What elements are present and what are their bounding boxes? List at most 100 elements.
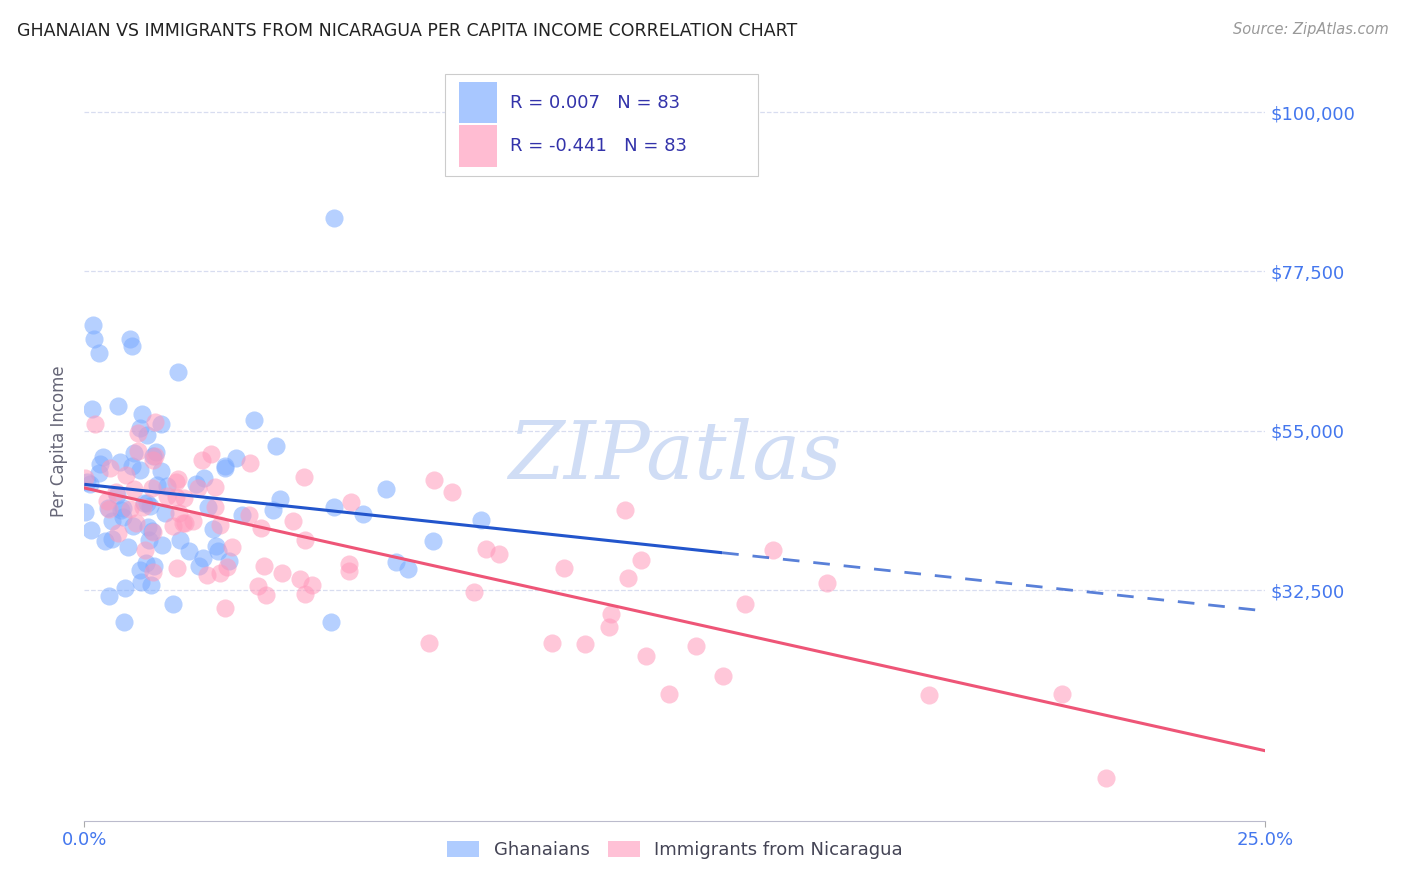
Point (142, 453, 165, 467)
Point (470, 513, 492, 527)
Point (82, 401, 104, 416)
Point (143, 450, 166, 464)
Point (294, 587, 316, 601)
Point (322, 500, 344, 514)
Point (155, 489, 177, 503)
Point (207, 544, 229, 558)
Point (574, 637, 596, 651)
Point (658, 687, 681, 701)
Point (129, 563, 152, 577)
Point (110, 502, 132, 516)
Point (111, 510, 134, 524)
Point (121, 339, 143, 353)
Point (204, 500, 226, 515)
Point (385, 555, 408, 569)
Point (208, 518, 231, 533)
Point (239, 457, 262, 471)
Point (118, 501, 141, 516)
Point (150, 464, 173, 478)
Point (269, 491, 291, 506)
Point (139, 499, 162, 513)
Point (1050, 687, 1073, 701)
Point (630, 553, 652, 567)
Point (98, 590, 121, 604)
Point (141, 524, 163, 539)
Point (105, 488, 128, 502)
Point (190, 452, 212, 467)
Point (283, 514, 305, 528)
Point (143, 559, 166, 574)
Point (254, 588, 277, 602)
Point (145, 477, 167, 491)
Point (143, 415, 166, 429)
Point (214, 601, 236, 615)
Point (142, 524, 165, 539)
Point (238, 508, 260, 522)
Point (208, 566, 231, 580)
Bar (458, 82, 496, 123)
Point (711, 669, 734, 683)
Point (540, 636, 562, 650)
Point (204, 480, 226, 494)
Point (150, 538, 173, 552)
Point (242, 413, 264, 427)
Point (352, 507, 374, 521)
Point (201, 522, 224, 536)
Point (73, 506, 96, 520)
Point (191, 551, 214, 566)
Point (122, 446, 145, 460)
Point (135, 428, 157, 442)
Point (323, 211, 346, 226)
Y-axis label: Per Capita Income: Per Capita Income (51, 366, 69, 517)
Text: Source: ZipAtlas.com: Source: ZipAtlas.com (1233, 22, 1389, 37)
Point (108, 455, 131, 469)
Bar (444, 74, 758, 177)
Point (600, 607, 623, 622)
Point (169, 506, 191, 520)
Point (91, 450, 114, 465)
Point (294, 533, 316, 547)
Point (598, 620, 620, 634)
Point (246, 579, 269, 593)
Point (188, 559, 211, 574)
Point (340, 494, 363, 508)
Point (337, 564, 360, 578)
Point (75, 471, 97, 485)
Point (423, 473, 446, 487)
Point (150, 417, 173, 431)
Point (186, 481, 208, 495)
Point (111, 501, 134, 516)
Point (134, 543, 156, 558)
Point (101, 514, 124, 528)
Point (214, 459, 236, 474)
Point (488, 547, 510, 561)
Point (263, 502, 285, 516)
Point (162, 597, 184, 611)
Point (197, 500, 219, 514)
Point (131, 574, 153, 589)
Point (165, 490, 187, 504)
Point (475, 542, 498, 557)
Point (121, 518, 143, 533)
Point (98, 460, 121, 475)
Point (127, 425, 149, 440)
Point (115, 467, 138, 482)
Point (1094, 771, 1116, 785)
Point (156, 479, 179, 493)
Point (131, 407, 153, 421)
Point (815, 576, 838, 591)
Point (172, 516, 194, 530)
Point (135, 556, 157, 570)
Point (288, 572, 311, 586)
Point (139, 578, 162, 592)
Point (301, 578, 323, 592)
Point (80, 523, 103, 537)
Point (129, 463, 152, 477)
Point (249, 521, 271, 535)
Point (145, 445, 167, 459)
Point (166, 366, 188, 380)
Point (440, 484, 463, 499)
Point (84, 417, 107, 431)
Point (96, 493, 118, 508)
Point (117, 540, 139, 554)
